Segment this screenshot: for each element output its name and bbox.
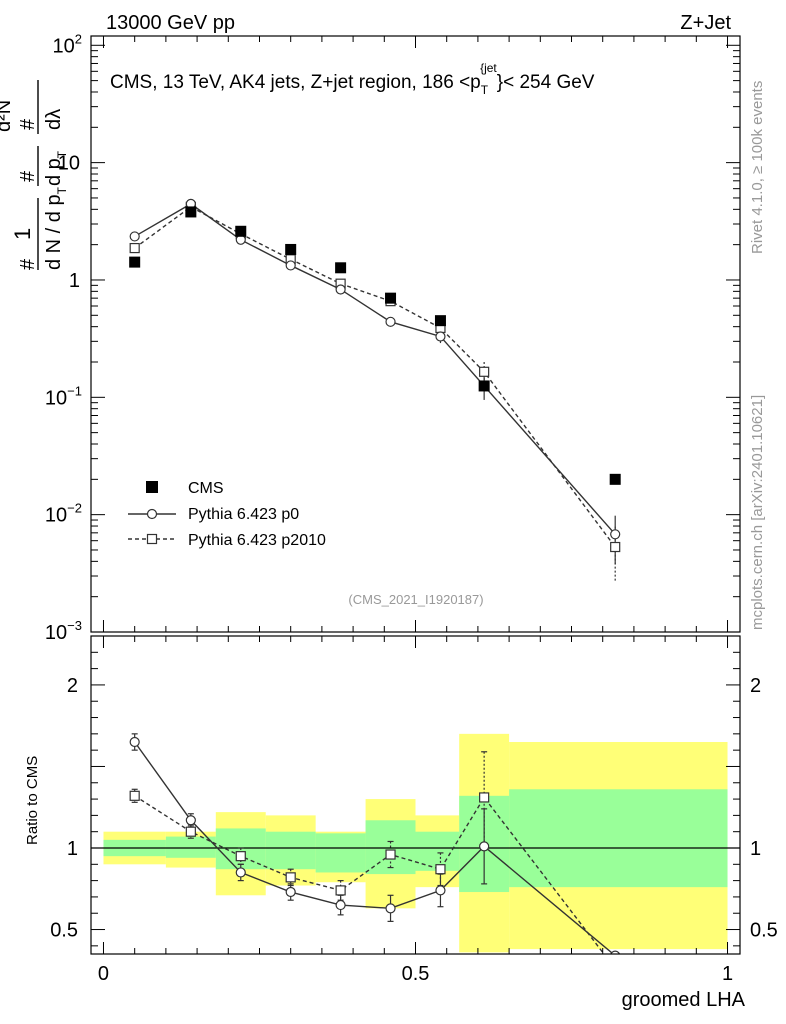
legend-label-cms: CMS: [188, 480, 224, 497]
ratio-band-inner: [165, 836, 216, 858]
legend-marker-cms: [146, 481, 158, 493]
y-axis-label: # 1 d N / d pT # d pT # d²N dλ: [0, 80, 69, 270]
rivet-version-label: Rivet 4.1.0, ≥ 100k events: [749, 81, 766, 254]
svg-text:#: #: [17, 118, 39, 130]
cms-point: [285, 243, 297, 255]
legend: CMS Pythia 6.423 p0 Pythia 6.423 p2010: [128, 480, 326, 549]
ratio-y-tick-label-right: 1: [750, 838, 761, 860]
header-right-label: Z+Jet: [680, 12, 731, 34]
y-tick-label: 10−3: [45, 618, 82, 644]
ratio-series-layer: [129, 733, 621, 973]
p2010-point: [129, 242, 140, 254]
ratio-band-inner: [315, 833, 366, 873]
ratio-p2010-point: [285, 872, 296, 883]
ratio-y-axis-label: Ratio to CMS: [24, 756, 41, 845]
x-tick-label: 0.5: [402, 963, 430, 985]
cms-point: [385, 292, 397, 304]
main-plot-panel: CMS, 13 TeV, AK4 jets, Z+jet region, 186…: [0, 31, 741, 644]
cms-point: [129, 256, 141, 268]
svg-text:d pT: d pT: [43, 150, 69, 186]
svg-text:d N / d pT: d N / d pT: [43, 186, 69, 270]
p0-point: [129, 231, 140, 242]
legend-label-p2010: Pythia 6.423 p2010: [188, 532, 326, 549]
p0-point: [385, 316, 396, 327]
ratio-y-tick-label-left: 1: [67, 838, 78, 860]
ratio-plot-frame: [90, 635, 741, 955]
ratio-p2010-point: [129, 790, 140, 801]
y-tick-label: 10: [58, 153, 80, 175]
ratio-p2010-point: [385, 849, 396, 860]
svg-text:dλ: dλ: [43, 109, 65, 130]
ratio-y-tick-label-left: 2: [67, 675, 78, 697]
cms-point: [235, 225, 247, 237]
svg-text:#: #: [17, 258, 39, 270]
header-left-label: 13000 GeV pp: [106, 12, 235, 34]
ratio-y-tick-label-left: 0.5: [50, 920, 78, 942]
ratio-p0-point: [129, 736, 140, 748]
ratio-ticks: 0 0.5 1 2 2 1 1 0.5 0.5: [50, 636, 778, 985]
cms-point: [434, 315, 446, 327]
ratio-p0-point: [435, 885, 446, 896]
x-tick-label: 0: [98, 963, 109, 985]
source-watermark: (CMS_2021_I1920187): [348, 592, 483, 607]
cms-point: [185, 206, 197, 218]
ratio-p0-point: [285, 886, 296, 898]
ratio-p2010-line: [134, 795, 605, 954]
ratio-band-inner: [509, 789, 728, 888]
x-axis-label: groomed LHA: [622, 989, 746, 1011]
ratio-p2010-point: [185, 826, 196, 837]
plot-title: CMS, 13 TeV, AK4 jets, Z+jet region, 186…: [110, 61, 595, 97]
p2010-point: [479, 366, 490, 377]
cms-point: [478, 380, 490, 392]
y-tick-label: 102: [53, 31, 82, 57]
ratio-uncertainty-bands: [91, 733, 740, 953]
p2010-point: [610, 541, 621, 553]
p0-point: [285, 260, 296, 271]
ratio-p2010-point: [611, 964, 620, 973]
ratio-y-tick-label-right: 2: [750, 675, 761, 697]
ratio-p2010-point: [479, 792, 490, 803]
main-y-ticks: 102 10 1 10−1 10−2 10−3: [45, 31, 740, 644]
cms-point: [609, 473, 621, 485]
y-tick-label: 10−1: [45, 383, 82, 409]
svg-text:1: 1: [10, 228, 35, 240]
ratio-p0-point: [610, 950, 621, 954]
main-series-layer: [129, 198, 621, 582]
x-tick-label: 1: [722, 963, 733, 985]
ratio-p0-point: [335, 899, 346, 911]
ratio-p0-point: [385, 903, 396, 914]
p0-point: [610, 529, 621, 540]
legend-label-p0: Pythia 6.423 p0: [188, 506, 299, 523]
ratio-p0-point: [185, 815, 196, 826]
ratio-plot-panel: 0 0.5 1 2 2 1 1 0.5 0.5 Ratio to CMS groomed LHA: [24, 635, 778, 1011]
y-tick-label: 1: [69, 270, 80, 292]
ratio-p2010-point: [435, 864, 446, 875]
p0-point: [435, 331, 446, 342]
legend-marker-p2010: [146, 533, 158, 545]
p0-point: [335, 284, 346, 295]
ratio-p0-point: [235, 867, 246, 878]
ratio-p0-point: [479, 841, 490, 852]
y-tick-label: 10−2: [45, 501, 82, 527]
cms-point: [335, 262, 347, 274]
mcplots-source-label: mcplots.cern.ch [arXiv:2401.10621]: [749, 395, 766, 630]
ratio-p2010-point: [335, 885, 346, 896]
ratio-p2010-point: [235, 851, 246, 862]
svg-text:#: #: [17, 170, 39, 182]
ratio-y-tick-label-right: 0.5: [750, 920, 778, 942]
ratio-band-inner: [265, 831, 316, 870]
svg-text:d²N: d²N: [0, 100, 15, 132]
legend-marker-p0: [146, 508, 158, 520]
